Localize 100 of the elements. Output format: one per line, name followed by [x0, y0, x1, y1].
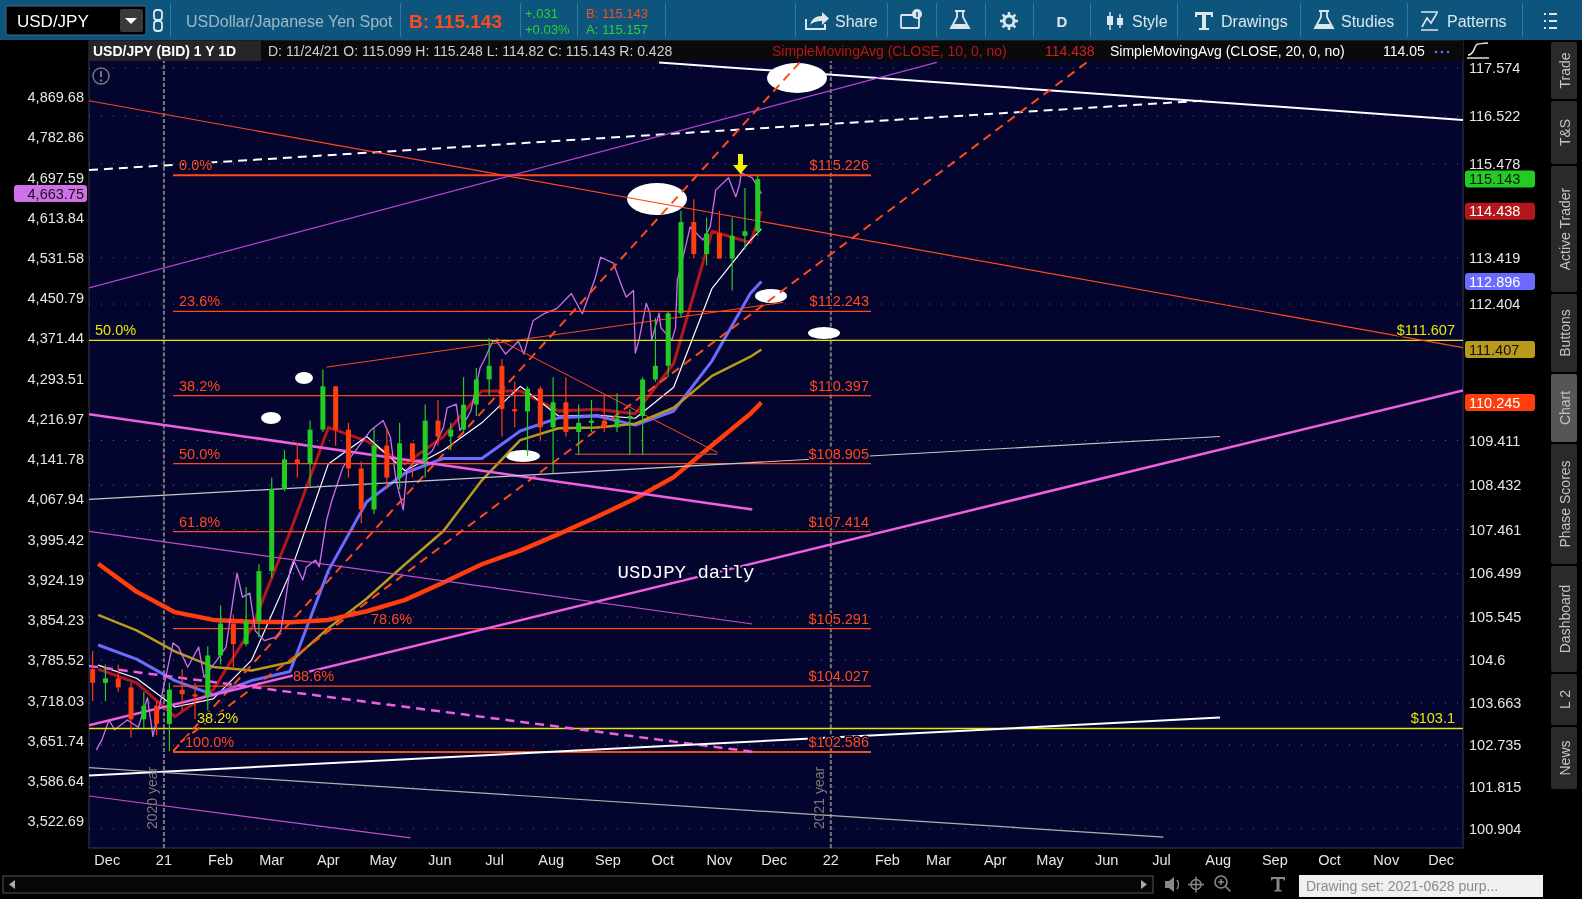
y-tick-label: 3,995.42	[27, 531, 84, 548]
y2-tick-label: 105.545	[1469, 609, 1522, 626]
y-tick-label: 4,141.78	[27, 451, 84, 468]
x-tick-label: Dec	[1428, 852, 1454, 868]
data-label: $111.607	[1396, 322, 1455, 339]
x-tick-label: 22	[822, 852, 839, 868]
text: Patterns	[1447, 13, 1507, 30]
text: +0.03%	[525, 22, 570, 37]
x-tick-label: May	[1036, 852, 1065, 868]
text: B: 115.143	[409, 11, 502, 32]
x-tick-label: Jun	[428, 852, 452, 868]
x-tick-label: Apr	[983, 852, 1007, 868]
text: Share	[835, 13, 878, 30]
text: USD/JPY	[17, 12, 89, 31]
annotation: 114.438	[1045, 43, 1095, 59]
text: SimpleMovingAvg (CLOSE, 20, 0, no)	[1110, 43, 1345, 59]
x-tick-label: Jun	[1095, 852, 1119, 868]
data-label: $107.414	[808, 513, 870, 530]
y2-tick-label: 114.438	[1469, 203, 1521, 220]
y2-tick-label: 102.735	[1469, 737, 1522, 754]
y-tick-label: 4,067.94	[27, 491, 84, 508]
y-tick-label: 3,651.74	[27, 732, 84, 749]
text: Active Trader	[1557, 187, 1573, 271]
ref-line-label: 2020 year	[143, 766, 160, 829]
series-label: 38.2%	[179, 377, 221, 394]
x-tick-label: Sep	[1261, 852, 1288, 868]
data-label: $115.226	[809, 157, 870, 174]
text: SimpleMovingAvg (CLOSE, 10, 0, no)	[772, 43, 1007, 59]
data-label: $110.397	[809, 377, 870, 394]
series-label: 78.6%	[371, 610, 413, 627]
x-tick-label: Apr	[317, 852, 340, 868]
series-label: 61.8%	[179, 513, 221, 530]
y2-tick-label: 110.245	[1469, 394, 1521, 411]
y2-tick-label: 104.6	[1469, 652, 1506, 669]
y-tick-label: 3,586.64	[27, 773, 84, 790]
text: USDollar/Japanese Yen Spot	[186, 13, 393, 30]
y-tick-label: 4,697.59	[27, 169, 84, 186]
data-label: $105.291	[808, 610, 870, 627]
x-tick-label: Oct	[651, 852, 674, 868]
x-tick-label: Feb	[874, 852, 900, 868]
y-tick-label: 4,869.68	[27, 89, 84, 106]
y2-tick-label: 103.663	[1469, 694, 1522, 711]
chart-subtitle: D: 11/24/21 O: 115.099 H: 115.248 L: 114.82 C: 115.143 R: 0.428	[268, 43, 673, 59]
x-tick-label: Mar	[259, 852, 285, 868]
y-tick-label: 4,613.84	[27, 209, 84, 226]
y2-tick-label: 111.407	[1469, 341, 1520, 358]
y-tick-label: 3,522.69	[27, 813, 84, 830]
y2-tick-label: 112.896	[1469, 273, 1521, 290]
y2-tick-label: 112.404	[1469, 296, 1521, 313]
x-tick-label: Dec	[94, 852, 121, 868]
y2-tick-label: 115.143	[1469, 171, 1521, 188]
y-tick-label: 3,785.52	[27, 652, 84, 669]
y-tick-label: 3,854.23	[27, 612, 84, 629]
text: Chart	[1557, 390, 1573, 426]
y-tick-label: 3,924.19	[27, 571, 84, 588]
text: Dashboard	[1557, 584, 1573, 654]
data-label: $104.027	[808, 668, 870, 685]
y2-tick-label: 106.499	[1469, 565, 1522, 582]
ref-line-label: 2021 year	[810, 766, 827, 829]
y2-tick-label: 108.432	[1469, 477, 1522, 494]
y2-tick-label: 101.815	[1469, 779, 1522, 796]
x-tick-label: Dec	[761, 852, 788, 868]
x-tick-label: Nov	[1373, 852, 1400, 868]
x-tick-label: 21	[155, 852, 172, 868]
x-tick-label: Oct	[1318, 852, 1341, 868]
data-label: $102.586	[808, 733, 870, 750]
data-label: $112.243	[809, 293, 870, 310]
series-label: 50.0%	[179, 445, 221, 462]
x-tick-label: Jul	[1152, 852, 1171, 868]
text: B: 115.143	[586, 6, 648, 21]
chart-title: USD/JPY (BID) 1 Y 1D	[93, 43, 237, 59]
y-tick-label: 3,718.03	[27, 692, 84, 709]
text: T&S	[1557, 118, 1573, 147]
text: Style	[1132, 13, 1168, 30]
y-tick-label: 4,216.97	[27, 410, 84, 427]
text: Studies	[1341, 13, 1395, 30]
x-tick-label: Mar	[926, 852, 952, 868]
x-tick-label: Nov	[706, 852, 733, 868]
y2-tick-label: 116.522	[1469, 108, 1521, 125]
text: L 2	[1557, 689, 1573, 709]
text: D	[1056, 13, 1068, 30]
x-tick-label: May	[369, 852, 398, 868]
y2-tick-label: 113.419	[1469, 249, 1521, 266]
y2-tick-label: 109.411	[1469, 432, 1521, 449]
y2-tick-label: 100.904	[1469, 820, 1522, 837]
y-tick-label: 4,371.44	[27, 330, 84, 347]
y2-tick-label: 117.574	[1469, 60, 1521, 77]
y-tick-label: 4,293.51	[27, 370, 84, 387]
y-tick-label: 4,531.58	[27, 250, 84, 267]
text: Phase Scores	[1557, 460, 1573, 548]
series-label: 50.0%	[95, 322, 137, 339]
y-tick-label: 4,663.75	[27, 185, 84, 202]
x-tick-label: Aug	[1205, 852, 1232, 868]
y-tick-label: 4,782.86	[27, 129, 84, 146]
y-tick-label: 4,450.79	[27, 290, 84, 307]
data-label: $108.905	[808, 445, 870, 462]
text: +.031	[525, 6, 558, 21]
x-tick-label: Feb	[208, 852, 234, 868]
x-tick-label: Aug	[538, 852, 565, 868]
x-tick-label: Jul	[485, 852, 504, 868]
